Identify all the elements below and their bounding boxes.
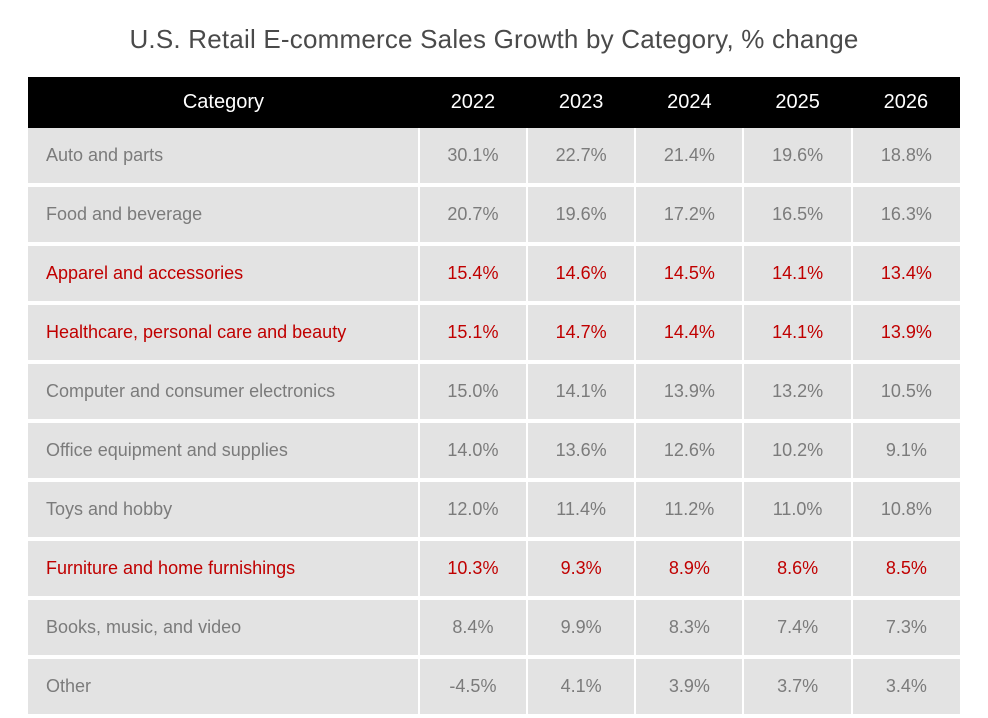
cell-value: 8.6% xyxy=(743,539,851,598)
table-row: Toys and hobby12.0%11.4%11.2%11.0%10.8% xyxy=(28,480,960,539)
cell-value: 4.1% xyxy=(527,657,635,716)
cell-value: 11.0% xyxy=(743,480,851,539)
row-label: Food and beverage xyxy=(28,185,419,244)
row-label: Apparel and accessories xyxy=(28,244,419,303)
table-row: Books, music, and video8.4%9.9%8.3%7.4%7… xyxy=(28,598,960,657)
cell-value: 3.7% xyxy=(743,657,851,716)
col-header-category: Category xyxy=(28,77,419,128)
cell-value: 30.1% xyxy=(419,128,527,185)
cell-value: 3.4% xyxy=(852,657,960,716)
cell-value: 14.1% xyxy=(743,303,851,362)
cell-value: 17.2% xyxy=(635,185,743,244)
cell-value: 14.1% xyxy=(527,362,635,421)
cell-value: 12.0% xyxy=(419,480,527,539)
cell-value: 9.3% xyxy=(527,539,635,598)
cell-value: 10.5% xyxy=(852,362,960,421)
cell-value: 13.2% xyxy=(743,362,851,421)
cell-value: 12.6% xyxy=(635,421,743,480)
cell-value: 8.9% xyxy=(635,539,743,598)
row-label: Auto and parts xyxy=(28,128,419,185)
table-row: Apparel and accessories15.4%14.6%14.5%14… xyxy=(28,244,960,303)
row-label: Other xyxy=(28,657,419,716)
row-label: Toys and hobby xyxy=(28,480,419,539)
data-table: Category20222023202420252026 Auto and pa… xyxy=(28,77,960,718)
cell-value: 21.4% xyxy=(635,128,743,185)
cell-value: 14.0% xyxy=(419,421,527,480)
page-title: U.S. Retail E-commerce Sales Growth by C… xyxy=(28,24,960,55)
cell-value: 7.4% xyxy=(743,598,851,657)
col-header-year: 2024 xyxy=(635,77,743,128)
cell-value: 10.3% xyxy=(419,539,527,598)
cell-value: 15.1% xyxy=(419,303,527,362)
cell-value: 15.0% xyxy=(419,362,527,421)
table-row: Healthcare, personal care and beauty15.1… xyxy=(28,303,960,362)
cell-value: 13.9% xyxy=(852,303,960,362)
row-label: Office equipment and supplies xyxy=(28,421,419,480)
cell-value: 9.1% xyxy=(852,421,960,480)
cell-value: 13.6% xyxy=(527,421,635,480)
cell-value: 8.5% xyxy=(852,539,960,598)
cell-value: 20.7% xyxy=(419,185,527,244)
cell-value: 14.7% xyxy=(527,303,635,362)
cell-value: 22.7% xyxy=(527,128,635,185)
table-row: Furniture and home furnishings10.3%9.3%8… xyxy=(28,539,960,598)
table-row: Other-4.5%4.1%3.9%3.7%3.4% xyxy=(28,657,960,716)
cell-value: 3.9% xyxy=(635,657,743,716)
col-header-year: 2023 xyxy=(527,77,635,128)
cell-value: -4.5% xyxy=(419,657,527,716)
row-label: Healthcare, personal care and beauty xyxy=(28,303,419,362)
table-row: Computer and consumer electronics15.0%14… xyxy=(28,362,960,421)
cell-value: 13.4% xyxy=(852,244,960,303)
table-row: Office equipment and supplies14.0%13.6%1… xyxy=(28,421,960,480)
col-header-year: 2026 xyxy=(852,77,960,128)
cell-value: 14.4% xyxy=(635,303,743,362)
cell-value: 14.6% xyxy=(527,244,635,303)
cell-value: 8.4% xyxy=(419,598,527,657)
cell-value: 13.9% xyxy=(635,362,743,421)
cell-value: 7.3% xyxy=(852,598,960,657)
cell-value: 9.9% xyxy=(527,598,635,657)
table-row: Food and beverage20.7%19.6%17.2%16.5%16.… xyxy=(28,185,960,244)
row-label: Books, music, and video xyxy=(28,598,419,657)
cell-value: 10.2% xyxy=(743,421,851,480)
cell-value: 16.3% xyxy=(852,185,960,244)
cell-value: 14.1% xyxy=(743,244,851,303)
cell-value: 14.5% xyxy=(635,244,743,303)
table-row: Auto and parts30.1%22.7%21.4%19.6%18.8% xyxy=(28,128,960,185)
cell-value: 18.8% xyxy=(852,128,960,185)
table-body: Auto and parts30.1%22.7%21.4%19.6%18.8%F… xyxy=(28,128,960,716)
col-header-year: 2025 xyxy=(743,77,851,128)
cell-value: 19.6% xyxy=(743,128,851,185)
cell-value: 11.2% xyxy=(635,480,743,539)
cell-value: 8.3% xyxy=(635,598,743,657)
cell-value: 16.5% xyxy=(743,185,851,244)
table-header: Category20222023202420252026 xyxy=(28,77,960,128)
col-header-year: 2022 xyxy=(419,77,527,128)
cell-value: 10.8% xyxy=(852,480,960,539)
cell-value: 19.6% xyxy=(527,185,635,244)
cell-value: 11.4% xyxy=(527,480,635,539)
cell-value: 15.4% xyxy=(419,244,527,303)
row-label: Computer and consumer electronics xyxy=(28,362,419,421)
row-label: Furniture and home furnishings xyxy=(28,539,419,598)
